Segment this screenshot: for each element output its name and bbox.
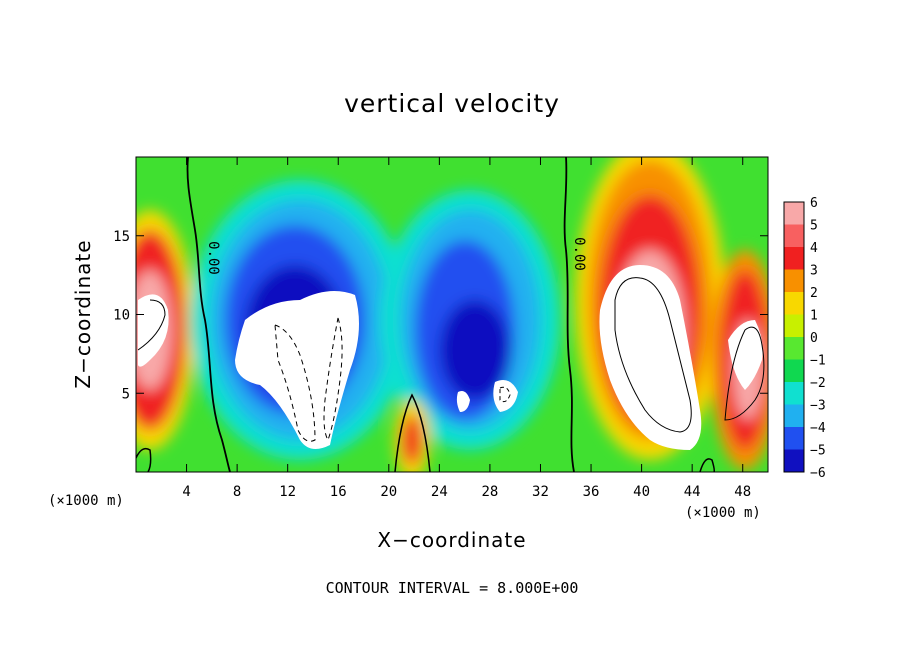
colorbar-label: −5 (810, 444, 826, 459)
downdraft-center-core (440, 300, 510, 400)
colorbar-label: 4 (810, 241, 818, 256)
x-axis-unit-right: (×1000 m) (685, 505, 761, 521)
colorbar-swatch (784, 314, 804, 337)
x-tick-label: 28 (481, 484, 498, 500)
x-axis-label: X−coordinate (377, 528, 526, 552)
colorbar-swatch (784, 269, 804, 292)
y-tick-label: 15 (113, 229, 130, 245)
contour-left-updraft (137, 299, 166, 351)
x-tick-label: 8 (233, 484, 241, 500)
colorbar-label: −3 (810, 399, 826, 414)
colorbar-swatch (784, 337, 804, 360)
x-tick-label: 40 (633, 484, 650, 500)
colorbar-label: −4 (810, 421, 826, 436)
contour-label-left: 0.00 (205, 241, 221, 275)
contour-bottom-left (136, 447, 152, 472)
y-axis-ticks: 5 10 15 (113, 229, 768, 402)
colorbar-label: −1 (810, 354, 826, 369)
x-axis-unit-left: (×1000 m) (48, 493, 124, 509)
x-tick-label: 36 (583, 484, 600, 500)
core-left-updraft (138, 294, 169, 367)
contour-farright-updraft (724, 326, 765, 421)
contour-interval-note: CONTOUR INTERVAL = 8.000E+00 (326, 579, 579, 597)
x-axis-ticks: 4 8 12 16 20 24 28 32 36 40 44 48 (182, 157, 751, 500)
heatmap-field (136, 157, 768, 472)
colorbar-label: 2 (810, 286, 818, 301)
colorbar-swatch (784, 359, 804, 382)
zero-contour-right (563, 157, 575, 472)
colorbar: 6 5 4 3 2 1 0 −1 −2 −3 −4 −5 −6 (783, 196, 826, 481)
colorbar-swatch (784, 202, 804, 225)
colorbar-swatch (784, 404, 804, 427)
y-axis-label: Z−coordinate (71, 239, 95, 388)
colorbar-label: 1 (810, 309, 818, 324)
contour-center-small (499, 386, 511, 403)
colorbar-frame (783, 201, 805, 473)
colorbar-swatch (784, 224, 804, 247)
x-tick-label: 20 (380, 484, 397, 500)
contour-bottom-right (699, 458, 715, 472)
colorbar-swatch (784, 247, 804, 270)
colorbar-label: 5 (810, 219, 818, 234)
x-tick-label: 44 (684, 484, 701, 500)
core-left-downdraft (235, 291, 359, 449)
zero-contour-left (186, 157, 231, 472)
core-right-updraft (599, 265, 702, 450)
x-tick-label: 4 (182, 484, 190, 500)
colorbar-label: 3 (810, 264, 818, 279)
core-farright-updraft (728, 320, 763, 390)
x-tick-label: 24 (431, 484, 448, 500)
contour-label-right: 0.00 (571, 237, 587, 271)
colorbar-swatch (784, 427, 804, 450)
colorbar-swatch (784, 449, 804, 472)
y-tick-label: 5 (122, 386, 130, 402)
x-tick-label: 48 (734, 484, 751, 500)
contour-right-updraft (614, 277, 692, 433)
x-tick-label: 12 (279, 484, 296, 500)
core-mid-small (456, 391, 470, 412)
x-tick-label: 32 (532, 484, 549, 500)
contour-left-downdraft (274, 324, 316, 442)
y-tick-label: 10 (113, 308, 130, 324)
core-center-small (493, 379, 518, 412)
colorbar-label: −6 (810, 466, 826, 481)
chart-title: vertical velocity (344, 89, 560, 118)
colorbar-swatch (784, 292, 804, 315)
colorbar-label: 0 (810, 331, 818, 346)
colorbar-label: −2 (810, 376, 826, 391)
colorbar-label: 6 (810, 196, 818, 211)
updraft-small-core (402, 415, 422, 465)
x-tick-label: 16 (330, 484, 347, 500)
contour-bottom-mid (394, 393, 431, 472)
colorbar-swatch (784, 382, 804, 405)
